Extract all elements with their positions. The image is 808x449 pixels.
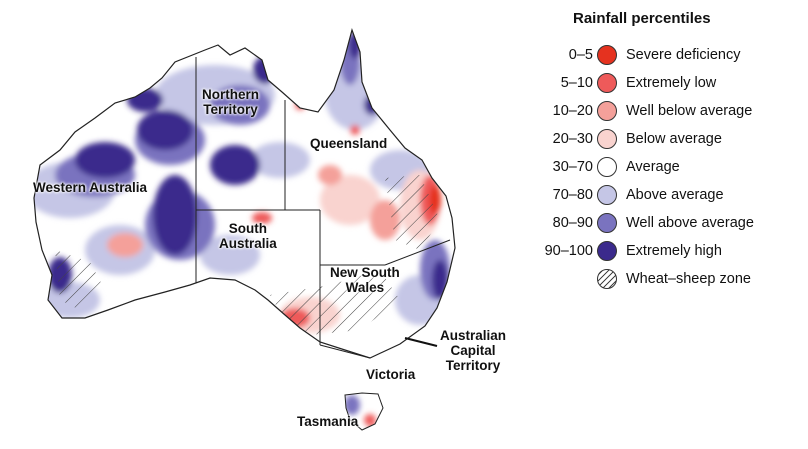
tasmania-coastline [344, 392, 384, 431]
label-sa-line1: South [228, 221, 268, 236]
label-tasmania: Tasmania [297, 414, 358, 429]
legend-range: 10–20 [552, 103, 593, 119]
label-queensland: Queensland [310, 136, 387, 151]
mainland-coastline [33, 28, 456, 359]
legend-item: 30–70 Average [500, 157, 800, 179]
australia-map [33, 28, 456, 431]
legend-label: Above average [626, 187, 724, 203]
legend-swatch-icon [597, 129, 617, 149]
label-sa-line2: Australia [219, 236, 277, 251]
legend-swatch-icon [597, 185, 617, 205]
legend-swatch-icon [597, 45, 617, 65]
legend-item: 90–100 Extremely high [500, 241, 800, 263]
legend-label: Well above average [626, 215, 754, 231]
act-pointer-line [404, 337, 438, 347]
legend-label: Severe deficiency [626, 47, 741, 63]
label-nsw-line2: Wales [345, 280, 385, 295]
legend-hatch-label: Wheat–sheep zone [626, 271, 751, 287]
legend-label: Extremely low [626, 75, 717, 91]
legend-swatch-icon [597, 101, 617, 121]
legend-label: Average [626, 159, 680, 175]
label-tas-text: Tasmania [297, 414, 359, 429]
label-nt-line2: Territory [203, 102, 258, 117]
legend-title: Rainfall percentiles [573, 10, 711, 27]
legend-swatch-icon [597, 213, 617, 233]
legend-swatch-icon [597, 73, 617, 93]
label-qld-text: Queensland [310, 136, 388, 151]
label-act-line1: Australian [440, 328, 507, 343]
legend-range: 0–5 [568, 47, 593, 63]
legend-label: Extremely high [626, 243, 722, 259]
legend-label: Well below average [626, 103, 753, 119]
label-nt-line1: Northern [202, 87, 259, 102]
legend-item-hatch: Wheat–sheep zone [500, 269, 800, 291]
legend-swatch-icon [597, 157, 617, 177]
legend-range: 70–80 [552, 187, 593, 203]
legend-range: 80–90 [552, 215, 593, 231]
legend-range: 20–30 [552, 131, 593, 147]
label-act-line2: Capital [450, 343, 496, 358]
legend-item: 0–5 Severe deficiency [500, 45, 800, 67]
legend-item: 5–10 Extremely low [500, 73, 800, 95]
hatch-swatch-icon [597, 269, 617, 289]
label-new-south-wales: New South Wales [330, 265, 400, 295]
rainfall-map: Western Australia Northern Territory Que… [33, 28, 506, 431]
legend-range: 5–10 [560, 75, 593, 91]
legend-label: Below average [626, 131, 722, 147]
legend-item: 10–20 Well below average [500, 101, 800, 123]
label-northern-territory: Northern Territory [202, 87, 259, 117]
state-borders [195, 57, 451, 359]
label-south-australia: South Australia [219, 221, 277, 251]
legend-swatch-icon [597, 241, 617, 261]
legend-item: 70–80 Above average [500, 185, 800, 207]
label-nsw-line1: New South [330, 265, 400, 280]
legend-item: 80–90 Well above average [500, 213, 800, 235]
label-western-australia: Western Australia [33, 180, 147, 195]
legend-range: 30–70 [552, 159, 593, 175]
legend-item: 20–30 Below average [500, 129, 800, 151]
label-victoria: Victoria [366, 367, 415, 382]
label-act: Australian Capital Territory [440, 328, 506, 373]
label-act-line3: Territory [445, 358, 501, 373]
legend-range: 90–100 [544, 243, 593, 259]
label-wa-text: Western Australia [33, 180, 148, 195]
label-vic-text: Victoria [366, 367, 416, 382]
